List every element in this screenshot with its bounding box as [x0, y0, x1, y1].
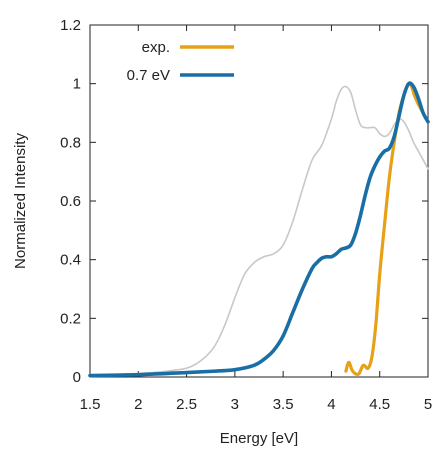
y-tick-label: 0.4 [60, 252, 81, 269]
x-tick-label: 5 [424, 396, 432, 413]
x-tick-label: 1.5 [80, 396, 101, 413]
y-axis-label: Normalized Intensity [12, 133, 29, 269]
x-tick-label: 3 [231, 396, 239, 413]
series-line-grey [89, 85, 429, 377]
axis-ticks: 1.5 2 2.5 3 3.5 4 4.5 5 0 0.2 0.4 0.6 0.8 1 1.2 [60, 17, 432, 413]
y-tick-label: 0.6 [60, 193, 81, 210]
legend: exp. 0.7 eV [127, 39, 234, 84]
series-line-exp [344, 81, 430, 376]
x-tick-label: 4.5 [369, 396, 390, 413]
legend-label: exp. [142, 39, 170, 56]
y-tick-label: 0.2 [60, 310, 81, 327]
x-tick-label: 2 [134, 396, 142, 413]
y-tick-label: 1.2 [60, 17, 81, 34]
x-tick-label: 4 [327, 396, 335, 413]
x-tick-label: 3.5 [273, 396, 294, 413]
x-axis-label: Energy [eV] [220, 430, 298, 447]
y-tick-label: 1 [73, 76, 81, 93]
legend-label: 0.7 eV [127, 67, 170, 84]
x-tick-label: 2.5 [176, 396, 197, 413]
series-line-0.7ev [88, 81, 430, 378]
y-tick-label: 0.8 [60, 134, 81, 151]
y-tick-label: 0 [73, 369, 81, 386]
series-layer [88, 81, 430, 378]
